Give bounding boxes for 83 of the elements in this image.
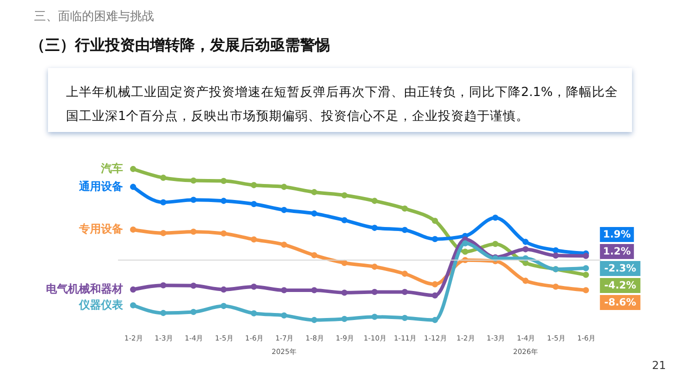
text: 21	[652, 359, 666, 372]
point	[341, 192, 348, 198]
point	[372, 224, 378, 231]
data-label: -8.6%	[604, 298, 636, 308]
data-label: -4.2%	[604, 280, 636, 292]
data-label: 1.9%	[603, 230, 631, 240]
point	[220, 178, 227, 184]
series-label: 通用设备	[78, 180, 124, 193]
text: 上半年机械工业固定资产投资增速在短暂反弹后再次下滑、由正转负，同比下降2.1%，降幅比全国工业深1个百分点，反映出市场预期偏弱、投资信心不足，企业投资趋于谨慎。	[48, 68, 632, 132]
point	[220, 230, 227, 237]
point	[160, 310, 166, 316]
point	[311, 210, 318, 217]
series-label: 汽车	[100, 162, 124, 175]
point	[311, 287, 318, 294]
point	[280, 242, 288, 248]
point	[130, 184, 136, 190]
point	[160, 199, 166, 206]
point	[492, 214, 498, 221]
point	[522, 238, 529, 245]
point	[522, 278, 529, 284]
point	[190, 308, 197, 316]
point	[582, 287, 589, 294]
point	[250, 200, 257, 208]
point	[130, 226, 136, 233]
point	[372, 264, 378, 270]
point	[311, 189, 318, 196]
point	[220, 286, 227, 293]
point	[552, 252, 559, 259]
chart-title: 三、面临的困难与挑战	[34, 8, 154, 25]
chart-subtitle: （三）行业投资由增转降，发展后劲亟需警惕	[30, 36, 330, 55]
point	[372, 288, 378, 296]
point	[582, 265, 589, 272]
point	[190, 177, 197, 184]
point	[130, 166, 136, 172]
point	[190, 228, 197, 235]
point	[250, 284, 257, 290]
point	[311, 252, 318, 258]
point	[341, 217, 348, 224]
point	[280, 206, 288, 214]
point	[280, 312, 288, 319]
point	[341, 316, 348, 322]
point	[432, 316, 438, 324]
point	[372, 198, 378, 204]
point	[280, 287, 288, 294]
point	[492, 240, 498, 248]
data-label: -2.3%	[604, 264, 636, 274]
point	[190, 196, 197, 203]
point	[402, 314, 408, 321]
point	[341, 260, 348, 266]
point	[220, 198, 227, 204]
series-label: 仪器仪表	[78, 298, 124, 312]
point	[462, 248, 468, 255]
point	[552, 247, 559, 254]
point	[250, 182, 257, 188]
series-label: 电气机械和器材	[46, 282, 124, 296]
point	[280, 184, 288, 190]
point	[432, 292, 438, 299]
point	[130, 286, 136, 293]
data-label: 1.2%	[603, 246, 631, 258]
point	[190, 282, 197, 289]
point	[130, 302, 136, 308]
point	[402, 270, 408, 277]
point	[372, 314, 378, 320]
point	[250, 236, 257, 242]
point	[220, 302, 227, 310]
point	[582, 252, 589, 259]
point	[402, 226, 408, 234]
point	[552, 284, 559, 290]
point	[582, 272, 589, 278]
point	[160, 174, 166, 181]
point	[432, 218, 438, 224]
point	[432, 281, 438, 288]
point	[250, 310, 257, 316]
series-label: 专用设备	[78, 222, 124, 236]
point	[160, 282, 166, 288]
point	[432, 236, 438, 242]
point	[160, 230, 166, 236]
point	[402, 288, 408, 296]
point	[341, 290, 348, 296]
point	[311, 316, 318, 324]
point	[522, 246, 529, 252]
point	[402, 206, 408, 212]
point	[462, 240, 468, 246]
